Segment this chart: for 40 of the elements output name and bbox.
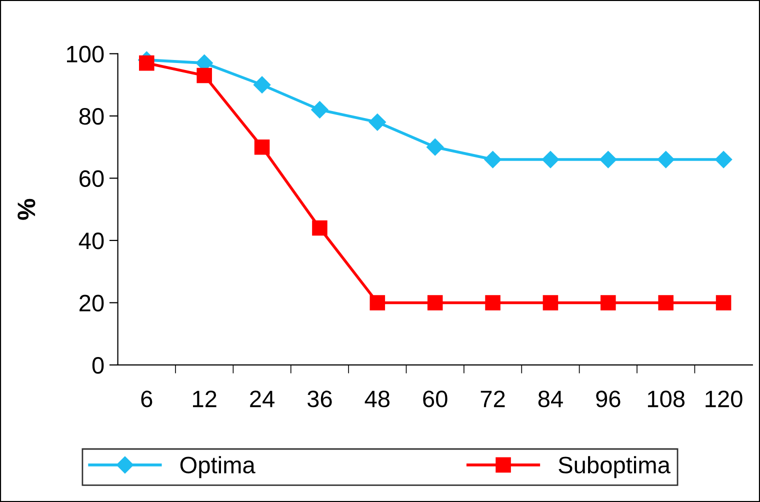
y-tick-label: 20 [80,294,104,312]
point [139,55,154,71]
y-tick-label: 80 [79,108,104,125]
point [368,114,386,131]
x-tick-label: 12 [193,390,216,408]
legend-label: Optima [180,456,256,478]
x-tick-label: 6 [141,390,152,408]
x-tick-label: 60 [423,390,448,408]
point [542,295,558,310]
x-tick-label: 84 [538,390,563,408]
x-tick-label: 96 [596,390,620,408]
point [370,295,386,310]
x-tick-label: 120 [706,390,742,408]
y-tick-label: 0 [92,357,104,374]
x-tick-label: 108 [648,390,685,408]
point [196,68,212,84]
point [311,101,328,118]
point [658,295,674,310]
x-tick-label: 24 [250,390,274,408]
point [426,138,444,156]
x-tick-label: 72 [480,390,505,408]
y-axis-title: % [18,198,36,220]
legend-label: Suboptima [558,456,670,478]
point [716,295,732,310]
point [657,150,674,168]
point [542,150,560,168]
point [715,150,732,168]
y-tick-label: 60 [80,170,104,187]
x-tick-label: 36 [307,390,332,408]
y-tick-label: 100 [67,46,104,62]
point [312,220,328,236]
point [485,295,500,310]
point [600,295,616,310]
x-tick-label: 48 [364,390,390,408]
point [484,150,502,168]
y-tick-label: 40 [78,232,104,250]
point [427,295,443,310]
point [600,150,617,168]
point [253,76,271,94]
point [254,139,270,155]
